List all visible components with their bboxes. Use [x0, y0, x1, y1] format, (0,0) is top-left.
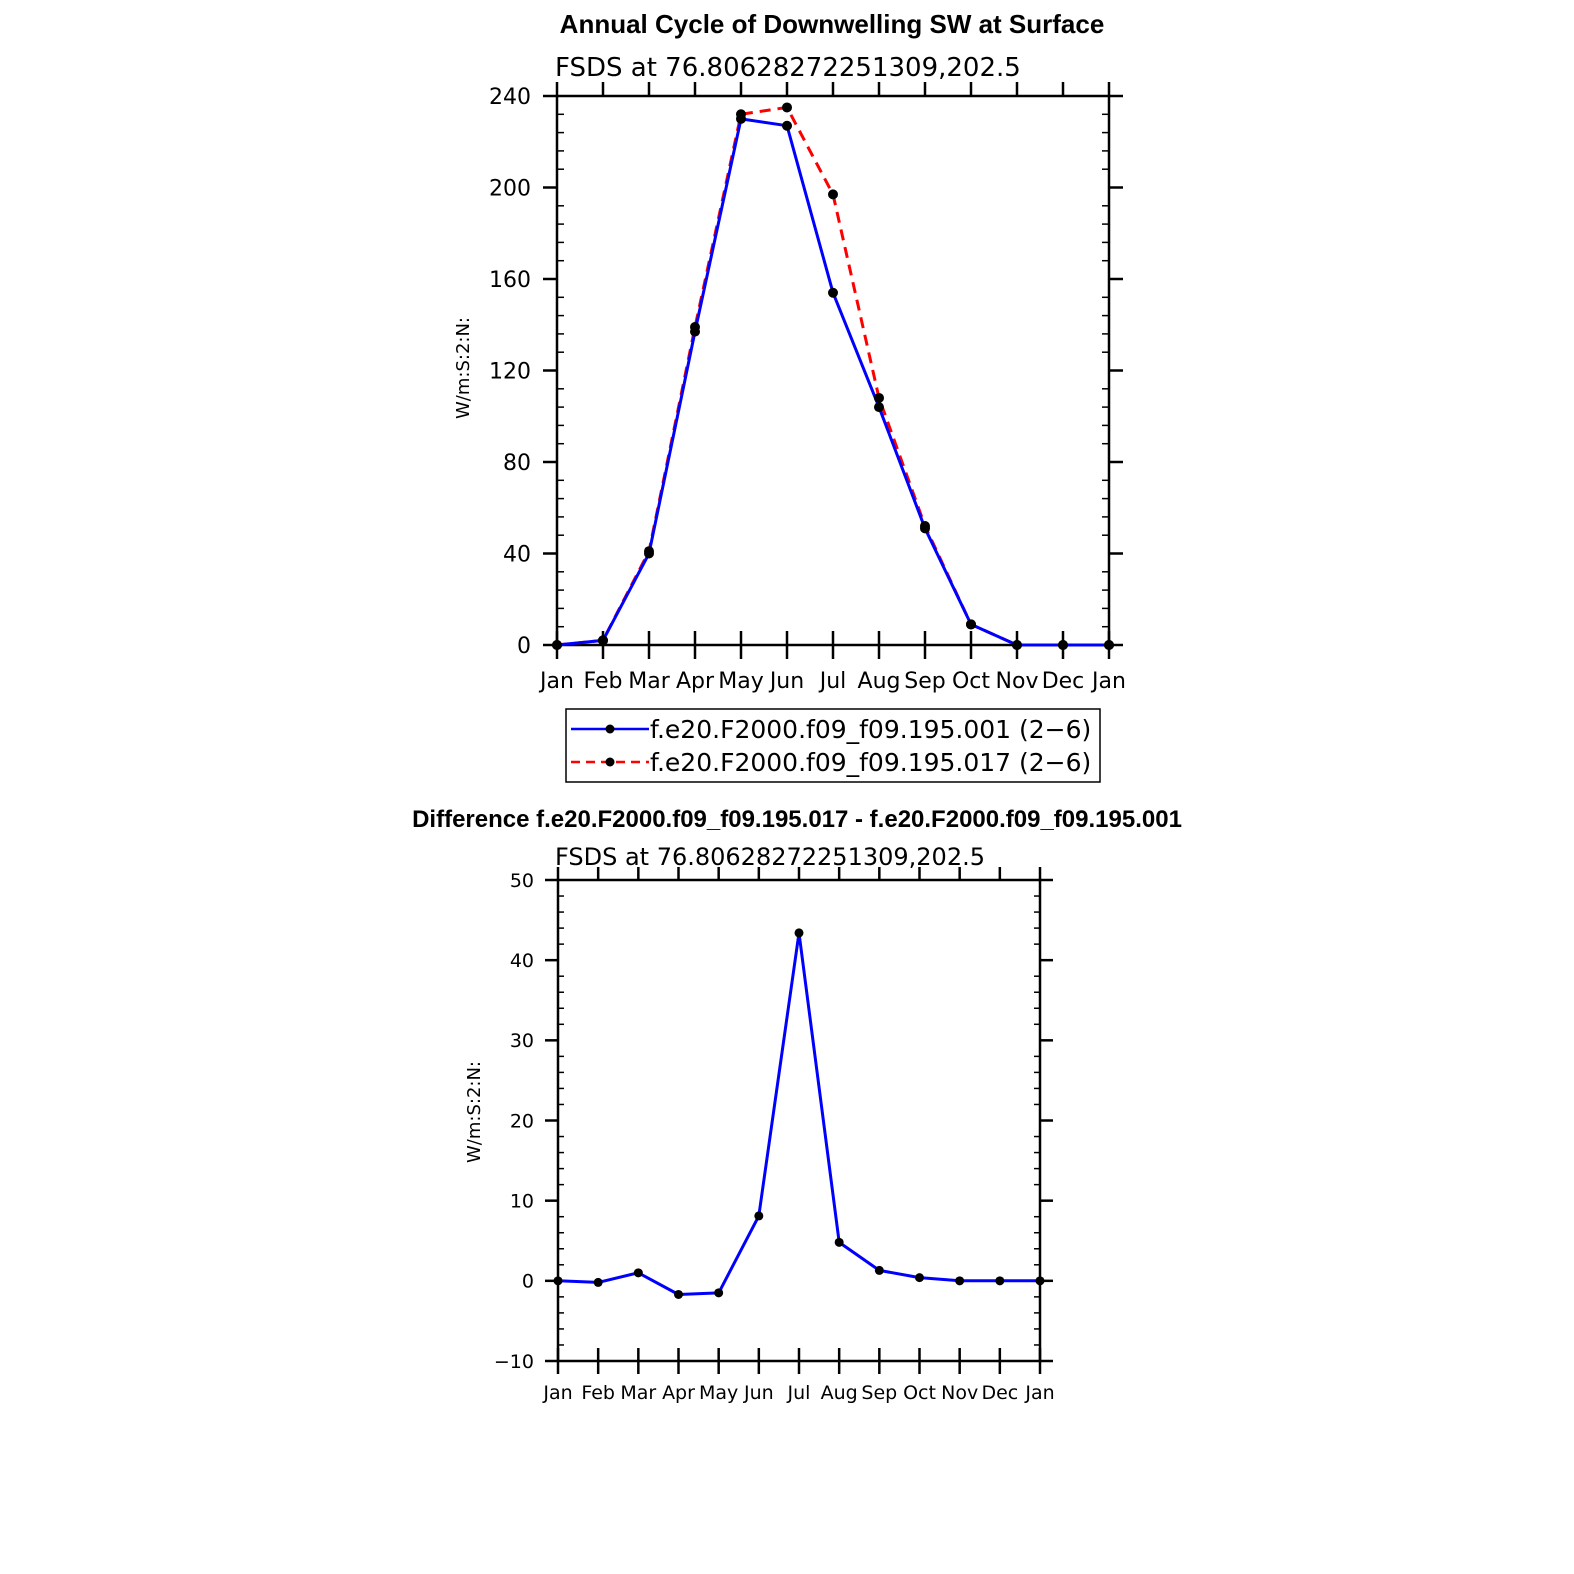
data-point-series-2 — [736, 109, 746, 120]
x-tick-label: Sep — [904, 669, 945, 694]
legend-entry-series-1: f.e20.F2000.f09_f09.195.001 (2−6) — [571, 715, 1091, 744]
y-tick-label: 30 — [510, 1030, 534, 1052]
y-tick-label: 40 — [510, 950, 534, 972]
data-point-series-2 — [1058, 640, 1068, 650]
legend-label-series-1: f.e20.F2000.f09_f09.195.001 (2−6) — [650, 715, 1091, 744]
legend-label-series-2: f.e20.F2000.f09_f09.195.017 (2−6) — [650, 748, 1091, 777]
data-point-series-2 — [966, 619, 976, 630]
data-point-series-2 — [1012, 640, 1022, 650]
data-point-series-1 — [874, 402, 884, 413]
x-tick-label: Mar — [628, 669, 670, 694]
data-point-series-1 — [995, 1276, 1005, 1286]
y-tick-label: 0 — [522, 1271, 534, 1293]
y-axis-label: W/m:S:2:N: — [453, 317, 474, 419]
legend-marker-series-1 — [605, 724, 615, 734]
x-tick-label: Dec — [1042, 669, 1085, 694]
x-tick-label: Apr — [662, 1382, 695, 1404]
x-tick-label: Nov — [996, 669, 1039, 694]
x-tick-label: Jan — [1090, 669, 1126, 694]
legend-entry-series-2: f.e20.F2000.f09_f09.195.017 (2−6) — [571, 748, 1091, 777]
x-tick-labels: Jan Feb Mar Apr May Jun Jul Aug Sep Oct Nov Dec Jan — [538, 669, 1126, 694]
data-point-series-2 — [782, 102, 792, 113]
x-tick-label: Jun — [743, 1382, 774, 1404]
series-line-1 — [557, 931, 1040, 1296]
x-tick-label: Jul — [787, 1382, 811, 1404]
y-tick-labels: 0 40 80 120 160 200 240 — [489, 85, 531, 659]
data-point-series-1 — [553, 1276, 563, 1286]
x-tick-label: Jan — [538, 669, 574, 694]
x-tick-label: Aug — [858, 669, 901, 694]
x-tick-labels: Jan Feb Mar Apr May Jun Jul Aug Sep Oct Nov Dec Jan — [542, 1382, 1054, 1404]
chart-subtitle: FSDS at 76.80628272251309,202.5 — [555, 53, 1021, 83]
y-axis-label: W/m:S:2:N: — [464, 1061, 485, 1163]
chart-subtitle: FSDS at 76.80628272251309,202.5 — [555, 843, 985, 871]
data-point-series-2 — [1104, 640, 1114, 650]
data-point-series-1 — [633, 1268, 643, 1278]
x-tick-label: Apr — [676, 669, 715, 694]
data-point-series-1 — [794, 928, 804, 938]
y-tick-label: 120 — [489, 359, 531, 384]
x-tick-label: Jan — [542, 1382, 572, 1404]
y-tick-label: 20 — [510, 1110, 534, 1132]
chart-title: Difference f.e20.F2000.f09_f09.195.017 -… — [412, 806, 1182, 833]
plot-frame — [556, 878, 1042, 1363]
series-layer — [552, 102, 1114, 650]
chart-title: Annual Cycle of Downwelling SW at Surfac… — [560, 9, 1105, 39]
x-tick-label: Feb — [581, 1382, 615, 1404]
data-point-series-1 — [955, 1276, 965, 1286]
data-point-series-2 — [828, 189, 838, 200]
data-point-series-1 — [782, 120, 792, 131]
x-tick-label: Oct — [903, 1382, 936, 1404]
data-point-series-2 — [552, 640, 562, 650]
data-point-series-1 — [593, 1277, 603, 1287]
y-tick-label: −10 — [494, 1351, 534, 1373]
annual-cycle-chart: Annual Cycle of Downwelling SW at Surfac… — [453, 9, 1126, 783]
data-point-series-1 — [674, 1289, 683, 1299]
x-tick-label: May — [699, 1382, 738, 1404]
data-point-series-2 — [690, 322, 700, 333]
x-tick-label: Jun — [768, 669, 804, 694]
x-tick-label: Mar — [620, 1382, 656, 1404]
data-point-series-1 — [828, 287, 838, 298]
y-tick-label: 0 — [517, 634, 531, 659]
x-tick-label: Sep — [861, 1382, 897, 1404]
difference-chart: Difference f.e20.F2000.f09_f09.195.017 -… — [412, 806, 1182, 1404]
x-tick-label: Feb — [584, 669, 623, 694]
y-tick-label: 240 — [489, 85, 531, 110]
series-line-2 — [556, 105, 1109, 647]
data-point-series-2 — [920, 521, 930, 532]
y-tick-label: 40 — [503, 542, 531, 567]
y-tick-label: 50 — [510, 870, 534, 892]
major-ticks — [543, 82, 1123, 659]
x-tick-label: Nov — [941, 1382, 978, 1404]
plot-frame — [555, 94, 1111, 647]
x-tick-label: Dec — [981, 1382, 1018, 1404]
y-tick-label: 80 — [503, 451, 531, 476]
data-point-series-2 — [644, 546, 654, 557]
data-point-series-2 — [874, 392, 884, 403]
x-tick-label: Aug — [821, 1382, 858, 1404]
data-point-series-1 — [714, 1288, 724, 1298]
x-tick-label: Oct — [952, 669, 990, 694]
data-point-series-1 — [754, 1211, 764, 1221]
data-point-series-1 — [874, 1265, 884, 1275]
data-point-series-2 — [598, 635, 608, 646]
minor-ticks — [558, 895, 1040, 1346]
legend-marker-series-2 — [605, 757, 615, 767]
y-tick-label: 10 — [510, 1191, 534, 1213]
legend: f.e20.F2000.f09_f09.195.001 (2−6) f.e20.… — [565, 708, 1101, 783]
data-point-series-1 — [915, 1273, 924, 1283]
series-layer — [553, 928, 1045, 1299]
x-tick-label: Jul — [818, 669, 847, 694]
y-tick-label: 160 — [489, 268, 531, 293]
x-tick-label: May — [718, 669, 763, 694]
data-point-series-1 — [834, 1237, 844, 1247]
legend-box — [565, 708, 1101, 783]
data-point-series-1 — [1035, 1276, 1045, 1286]
x-tick-label: Jan — [1024, 1382, 1054, 1404]
y-tick-label: 200 — [489, 176, 531, 201]
y-tick-labels: −10 0 10 20 30 40 50 — [494, 870, 534, 1373]
